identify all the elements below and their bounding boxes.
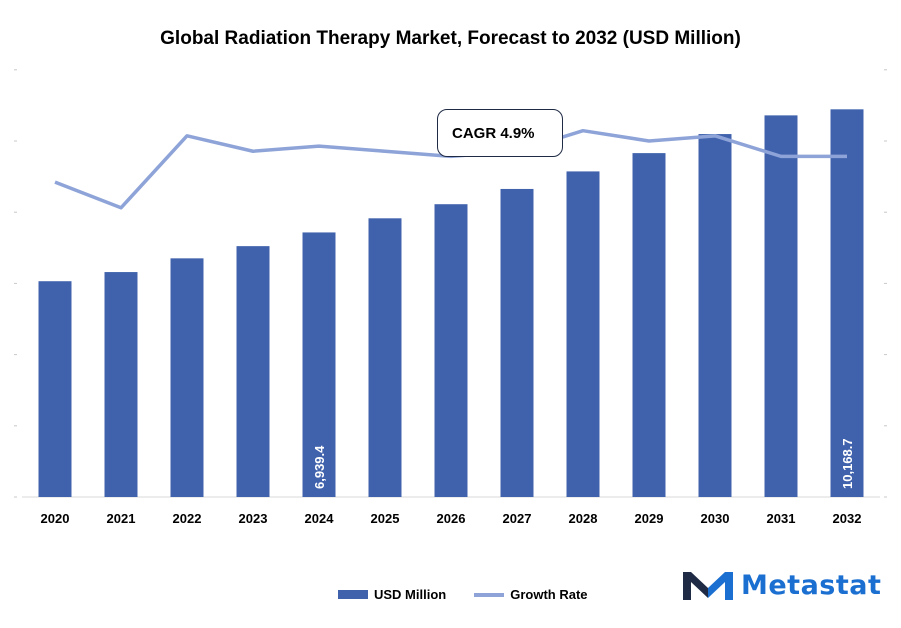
x-tick-label-2027: 2027 <box>503 511 532 526</box>
bar-2027 <box>500 188 534 497</box>
x-tick-label-2032: 2032 <box>833 511 862 526</box>
bar-2030 <box>698 134 732 498</box>
x-tick-label-2020: 2020 <box>41 511 70 526</box>
x-tick-label-2025: 2025 <box>371 511 400 526</box>
bar-2021 <box>104 272 138 497</box>
bar-2028 <box>566 171 600 497</box>
x-tick-label-2028: 2028 <box>569 511 598 526</box>
bar-2025 <box>368 218 402 497</box>
bar-2020 <box>38 281 72 497</box>
x-tick-label-2029: 2029 <box>635 511 664 526</box>
x-tick-label-2026: 2026 <box>437 511 466 526</box>
bar-2022 <box>170 258 204 497</box>
legend-item-usd-million: USD Million <box>338 587 446 602</box>
legend-label-usd-million: USD Million <box>374 587 447 602</box>
metastat-logo-icon <box>683 572 733 600</box>
bar-2023 <box>236 246 270 497</box>
legend-label-growth-rate: Growth Rate <box>510 587 588 602</box>
brand-name: Metastat <box>741 569 882 601</box>
bar-2029 <box>632 153 666 498</box>
bar-2031 <box>764 115 798 498</box>
chart-title: Global Radiation Therapy Market, Forecas… <box>160 28 741 49</box>
x-tick-label-2021: 2021 <box>107 511 136 526</box>
x-tick-label-2022: 2022 <box>173 511 202 526</box>
bar-2032 <box>830 109 864 498</box>
x-tick-label-2024: 2024 <box>305 511 335 526</box>
bar-2026 <box>434 204 468 497</box>
x-tick-label-2030: 2030 <box>701 511 730 526</box>
legend-swatch-line <box>474 592 505 597</box>
legend-item-growth-rate: Growth Rate <box>474 587 588 602</box>
brand-logo: Metastat <box>681 568 881 602</box>
x-tick-label-2031: 2031 <box>767 511 796 526</box>
legend-swatch-bar <box>338 590 368 599</box>
legend: USD Million Growth Rate <box>338 587 616 602</box>
data-label-2024: 6,939.4 <box>312 445 327 489</box>
cagr-annotation: CAGR 4.9% <box>437 109 563 157</box>
data-label-2032: 10,168.7 <box>840 438 855 489</box>
bar-2024 <box>302 232 336 498</box>
x-tick-label-2023: 2023 <box>239 511 268 526</box>
